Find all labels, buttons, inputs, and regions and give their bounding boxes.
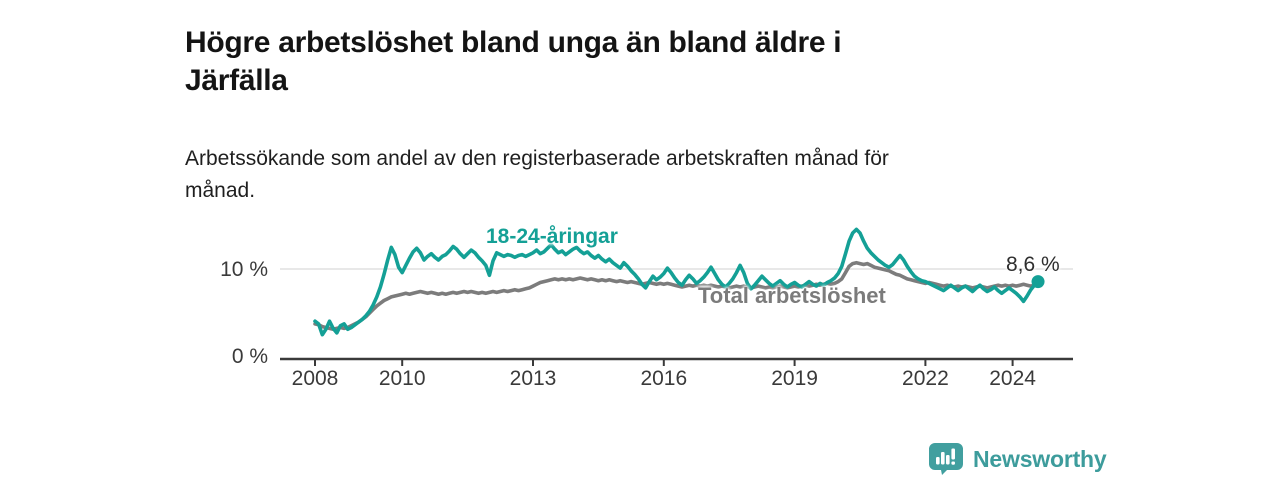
x-tick-label: 2016 (640, 367, 687, 390)
x-tick-label: 2024 (989, 367, 1036, 390)
latest-value-annotation: 8,6 % (1006, 253, 1060, 276)
chart-subtitle-line1: Arbetssökande som andel av den registerb… (185, 147, 889, 170)
y-tick-label: 0 % (232, 345, 268, 368)
chart-subtitle-line2: månad. (185, 179, 256, 202)
series-label-18-24: 18-24-åringar (486, 225, 618, 248)
page-title-line2: Järfälla (185, 64, 288, 98)
newsworthy-logo: Newsworthy (929, 443, 1107, 475)
x-tick-label: 2019 (771, 367, 818, 390)
series-label-total: Total arbetslöshet (698, 283, 886, 308)
series-line-18-24-åringar (313, 227, 1040, 337)
series-line-Total arbetslöshet (313, 260, 1040, 332)
page-title-line1: Högre arbetslöshet bland unga än bland ä… (185, 26, 842, 60)
bar-chart-speech-bubble-icon (929, 443, 963, 475)
y-tick-label: 10 % (220, 258, 268, 281)
page-title: Högre arbetslöshet bland unga än bland ä… (185, 24, 1045, 100)
chart-subtitle: Arbetssökande som andel av den registerb… (185, 143, 1065, 207)
x-tick-label: 2010 (379, 367, 426, 390)
latest-value-dot (1031, 275, 1045, 289)
x-tick-label: 2022 (902, 367, 949, 390)
x-tick-label: 2013 (510, 367, 557, 390)
newsworthy-logo-text: Newsworthy (973, 445, 1107, 472)
x-tick-label: 2008 (292, 367, 339, 390)
